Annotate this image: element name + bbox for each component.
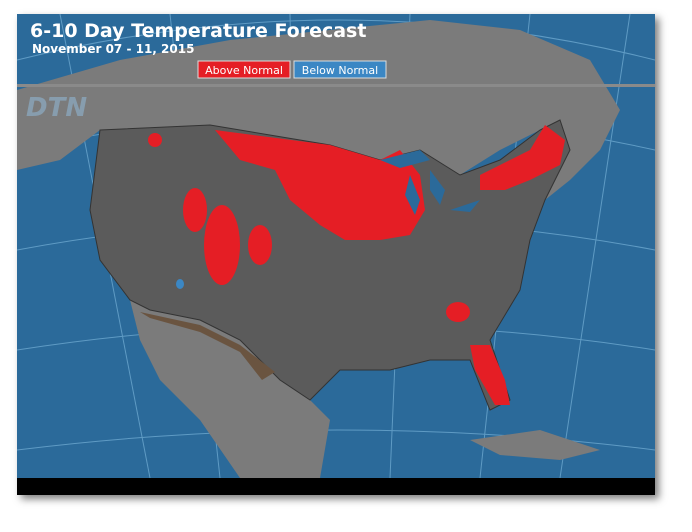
title: 6-10 Day Temperature Forecast: [30, 20, 366, 42]
above-normal-areas: [148, 125, 565, 405]
legend-swatch: [293, 60, 387, 79]
legend-label: Below Normal: [302, 64, 378, 77]
border-strip: [140, 312, 275, 380]
mexico: [130, 300, 330, 478]
canada: [17, 20, 620, 200]
map: DTN: [17, 14, 655, 478]
header-rule: [17, 84, 655, 87]
legend: Above Normal Below Normal: [197, 60, 387, 79]
legend-swatch: [197, 60, 291, 79]
watermark: DTN: [26, 93, 87, 123]
great-lakes: [380, 150, 480, 215]
legend-label: Above Normal: [205, 64, 283, 77]
below-normal-area: [176, 279, 184, 289]
subtitle: November 07 - 11, 2015: [32, 42, 194, 56]
cuba: [470, 430, 600, 460]
